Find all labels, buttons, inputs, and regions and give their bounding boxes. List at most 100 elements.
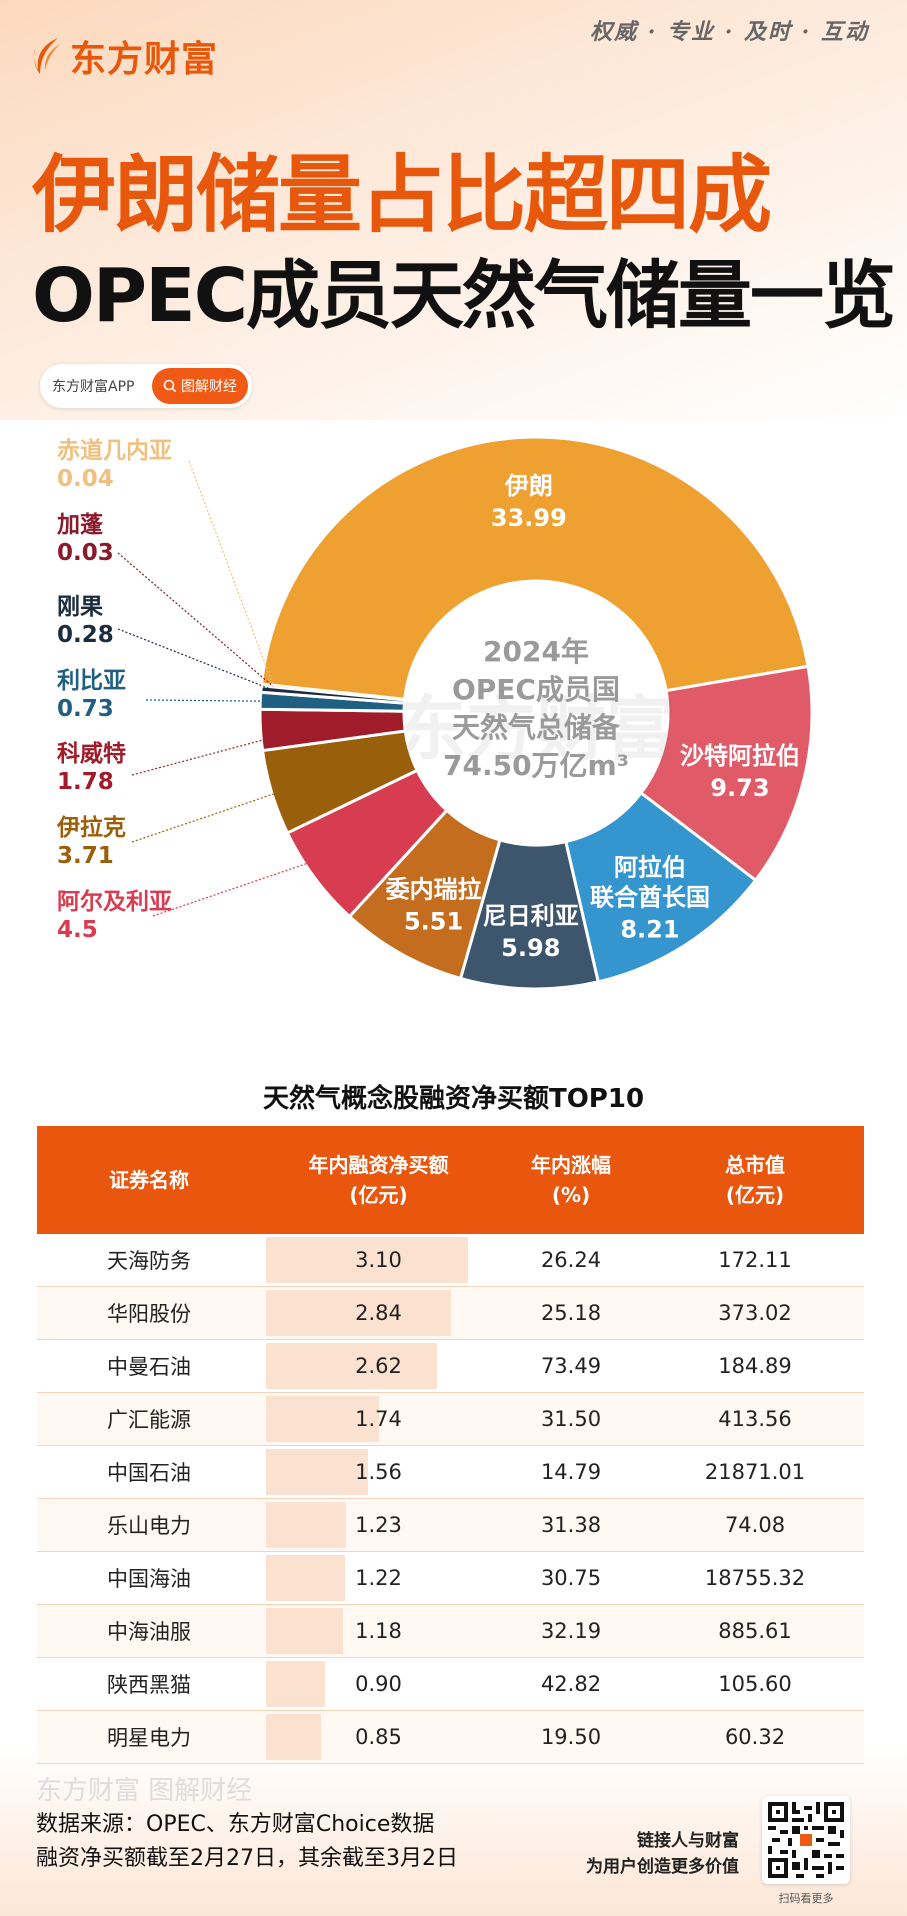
market-cap: 184.89: [718, 1354, 792, 1378]
brand-name: 东方财富: [70, 39, 219, 80]
slice-label: 尼日利亚: [483, 902, 579, 930]
slice-label: 伊朗: [504, 472, 553, 500]
footer-background: [0, 1746, 907, 1916]
brand-slogan: 权威 · 专业 · 及时 · 互动: [590, 19, 869, 45]
slice-label: 沙特阿拉伯: [680, 742, 800, 770]
outside-value: 0.73: [57, 696, 114, 722]
table-row: 中国海油 1.22 30.75 18755.32: [37, 1552, 864, 1605]
net-buy-bar: [266, 1555, 346, 1601]
page-title: 伊朗储量占比超四成: [32, 146, 772, 244]
leader-line: [117, 552, 274, 688]
net-buy: 1.18: [355, 1619, 402, 1643]
header-change: 年内涨幅 (%): [531, 1153, 611, 1207]
table-row: 广汇能源 1.74 31.50 413.56: [37, 1393, 864, 1446]
slice-label: 联合酋长国: [590, 883, 710, 911]
outside-label: 利比亚: [57, 668, 126, 694]
change: 19.50: [540, 1725, 602, 1749]
page-subtitle: OPEC成员天然气储量一览: [32, 253, 896, 339]
header-name: 证券名称: [109, 1168, 189, 1192]
footer-watermark: 东方财富 图解财经: [36, 1776, 253, 1806]
table-row: 华阳股份 2.84 25.18 373.02: [37, 1287, 864, 1340]
stock-table: 证券名称 年内融资净买额 (亿元) 年内涨幅 (%) 总市值 (亿元) 天海防务…: [37, 1126, 864, 1764]
stock-name: 中国海油: [107, 1567, 191, 1591]
net-buy: 0.85: [355, 1725, 402, 1749]
stock-name: 乐山电力: [107, 1514, 191, 1538]
outside-value: 4.5: [57, 917, 98, 943]
table-body: 天海防务 3.10 26.24 172.11 华阳股份 2.84 25.18 3…: [37, 1234, 864, 1764]
center-text: 2024年: [483, 635, 589, 668]
tujie-button-label: 图解财经: [181, 379, 237, 395]
net-buy-bar: [266, 1608, 343, 1654]
slice-value: 5.98: [501, 934, 560, 962]
slice-11: [261, 683, 406, 700]
outside-value: 0.28: [57, 622, 114, 648]
badge-app-label: 东方财富APP: [52, 379, 135, 395]
leader-line: [188, 460, 274, 687]
leader-line: [131, 726, 313, 776]
net-buy: 1.74: [355, 1407, 402, 1431]
table-title: 天然气概念股融资净买额TOP10: [262, 1084, 645, 1114]
outside-label: 科威特: [57, 740, 126, 767]
slice-1: [638, 664, 814, 883]
market-cap: 105.60: [718, 1672, 792, 1696]
table-row: 陕西黑猫 0.90 42.82 105.60: [37, 1658, 864, 1711]
market-cap: 413.56: [718, 1407, 792, 1431]
center-text: 74.50万亿m³: [443, 749, 629, 782]
slice-label: 阿拉伯: [614, 853, 686, 881]
slice-value: 33.99: [491, 504, 567, 532]
change: 14.79: [540, 1460, 602, 1484]
net-buy-bar: [266, 1237, 468, 1283]
table-row: 乐山电力 1.23 31.38 74.08: [37, 1499, 864, 1552]
change: 26.24: [540, 1248, 602, 1272]
header-mcap: 总市值 (亿元): [725, 1153, 785, 1207]
tujie-button[interactable]: 图解财经: [152, 368, 248, 404]
net-buy: 1.56: [355, 1460, 402, 1484]
net-buy: 1.23: [355, 1513, 402, 1537]
market-cap: 60.32: [724, 1725, 786, 1749]
net-buy-bar: [266, 1449, 368, 1495]
market-cap: 74.08: [724, 1513, 786, 1537]
data-source: 数据来源：OPEC、东方财富Choice数据: [36, 1812, 435, 1837]
leader-line: [145, 699, 273, 702]
center-text: 天然气总储备: [452, 711, 621, 744]
data-note: 融资净买额截至2月27日，其余截至3月2日: [36, 1846, 458, 1871]
qr-code[interactable]: [762, 1796, 850, 1884]
market-cap: 21871.01: [704, 1460, 806, 1484]
slice-label: 委内瑞拉: [385, 875, 482, 903]
qr-code-icon: [768, 1802, 844, 1878]
table-row: 中曼石油 2.62 73.49 184.89: [37, 1340, 864, 1393]
stock-name: 中曼石油: [107, 1355, 191, 1379]
outside-label: 加蓬: [56, 512, 104, 538]
flame-logo-icon: [33, 38, 60, 74]
slice-0: [259, 435, 810, 701]
change: 42.82: [540, 1672, 602, 1696]
outside-label: 阿尔及利亚: [57, 888, 172, 915]
stock-name: 中海油服: [107, 1620, 191, 1644]
footer-slogan-1: 链接人与财富: [637, 1831, 739, 1851]
net-buy: 1.22: [355, 1566, 402, 1590]
net-buy-bar: [266, 1714, 322, 1760]
header-background: [0, 0, 907, 420]
slice-value: 5.51: [404, 907, 463, 935]
net-buy-bar: [266, 1343, 437, 1389]
change: 32.19: [540, 1619, 602, 1643]
net-buy: 0.90: [355, 1672, 402, 1696]
center-text: OPEC成员国: [452, 673, 620, 706]
outside-label: 伊拉克: [56, 814, 126, 841]
stock-name: 华阳股份: [107, 1302, 191, 1326]
net-buy-bar: [266, 1661, 325, 1707]
change: 31.50: [540, 1407, 602, 1431]
table-header: 证券名称 年内融资净买额 (亿元) 年内涨幅 (%) 总市值 (亿元): [37, 1126, 864, 1234]
leader-line: [117, 628, 274, 691]
leader-line: [131, 777, 322, 843]
stock-name: 天海防务: [107, 1249, 191, 1273]
outside-label: 赤道几内亚: [57, 437, 172, 464]
chart-watermark: 东方财富: [396, 688, 676, 770]
change: 73.49: [540, 1354, 602, 1378]
outside-value: 0.03: [57, 540, 114, 566]
market-cap: 885.61: [718, 1619, 792, 1643]
stock-name: 中国石油: [107, 1461, 191, 1485]
table-row: 明星电力 0.85 19.50 60.32: [37, 1711, 864, 1764]
change: 31.38: [540, 1513, 602, 1537]
stock-name: 广汇能源: [107, 1408, 191, 1432]
